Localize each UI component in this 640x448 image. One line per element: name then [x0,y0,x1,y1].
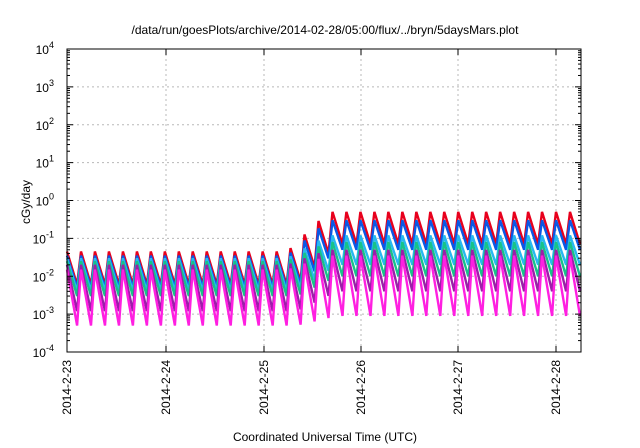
x-tick-label: 2014-2-24 [159,360,173,415]
x-tick-label: 2014-2-23 [60,360,74,415]
y-tick-label: 10-1 [33,229,54,246]
y-tick-label: 103 [36,78,54,95]
x-ticks: 2014-2-23 2014-2-24 2014-2-25 2014-2-26 2014… [60,49,563,415]
series-line-5 [65,255,582,326]
x-tick-label: 2014-2-26 [354,360,368,415]
x-tick-label: 2014-2-25 [257,360,271,415]
y-axis-label: cGy/day [19,180,33,224]
x-axis-label: Coordinated Universal Time (UTC) [233,430,417,444]
y-tick-label: 10-4 [33,343,54,360]
series-layer [65,211,582,326]
y-ticks: 10-4 10-3 10-2 10-1 100 101 102 103 104 [33,40,581,360]
y-tick-label: 101 [36,154,54,171]
x-tick-label: 2014-2-27 [451,360,465,415]
y-tick-label: 102 [36,116,54,133]
y-tick-label: 10-3 [33,305,54,322]
x-tick-label: 2014-2-28 [549,360,563,415]
y-tick-label: 100 [36,192,54,209]
chart-title: /data/run/goesPlots/archive/2014-02-28/0… [132,23,520,37]
y-tick-label: 10-2 [33,267,54,284]
y-tick-label: 104 [36,40,54,57]
